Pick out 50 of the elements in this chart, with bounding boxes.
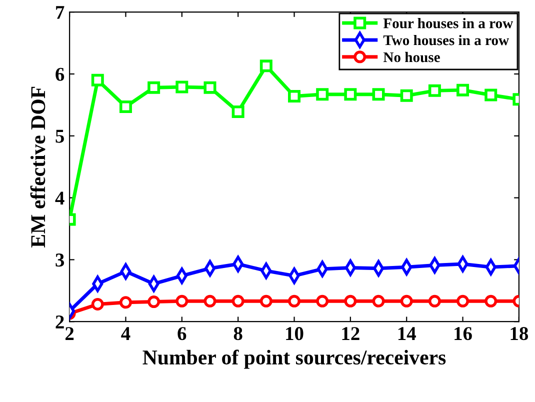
point: [148, 81, 160, 94]
point: [428, 294, 441, 308]
legend-label: No house: [383, 52, 440, 62]
point: [232, 294, 244, 308]
y-tick-label: 5: [56, 130, 64, 143]
point: [119, 296, 132, 309]
point: [400, 89, 413, 102]
y-axis-title: EM effective DOF: [30, 86, 46, 248]
point: [484, 88, 498, 102]
point: [316, 88, 329, 101]
x-tick-label: 2: [66, 327, 74, 340]
x-tick-label: 10: [286, 327, 304, 340]
point: [91, 74, 104, 86]
point: [316, 294, 329, 308]
point: [260, 294, 272, 308]
point: [456, 84, 470, 96]
x-axis-title: Number of point sources/receivers: [142, 350, 446, 369]
x-tick-label: 18: [510, 327, 528, 340]
y-tick-label: 2: [56, 315, 64, 328]
point: [400, 294, 413, 308]
x-tick-label: 8: [234, 327, 242, 340]
legend-label: Four houses in a row: [383, 18, 514, 28]
x-tick-label: 4: [121, 327, 130, 340]
x-tick-label: 14: [398, 327, 416, 340]
point: [456, 294, 470, 308]
point: [344, 294, 357, 308]
x-tick-label: 16: [454, 327, 472, 340]
point: [288, 294, 300, 308]
point: [484, 294, 498, 308]
x-tick-label: 6: [178, 327, 186, 340]
point: [119, 100, 132, 114]
point: [428, 84, 441, 97]
point: [288, 90, 300, 103]
y-tick-label: 3: [56, 254, 64, 267]
point: [176, 80, 188, 94]
y-tick-label: 4: [55, 192, 64, 205]
point: [232, 105, 244, 118]
point: [344, 88, 357, 101]
point: [372, 88, 385, 101]
legend-label: Two houses in a row: [383, 34, 509, 46]
point: [91, 298, 104, 311]
point: [372, 294, 385, 308]
point: [148, 296, 160, 308]
point: [204, 81, 216, 94]
point: [204, 294, 216, 308]
point: [176, 294, 188, 308]
point: [260, 60, 272, 72]
x-tick-label: 12: [342, 327, 360, 340]
y-tick-label: 6: [56, 68, 64, 81]
y-tick-label: 7: [56, 6, 64, 19]
